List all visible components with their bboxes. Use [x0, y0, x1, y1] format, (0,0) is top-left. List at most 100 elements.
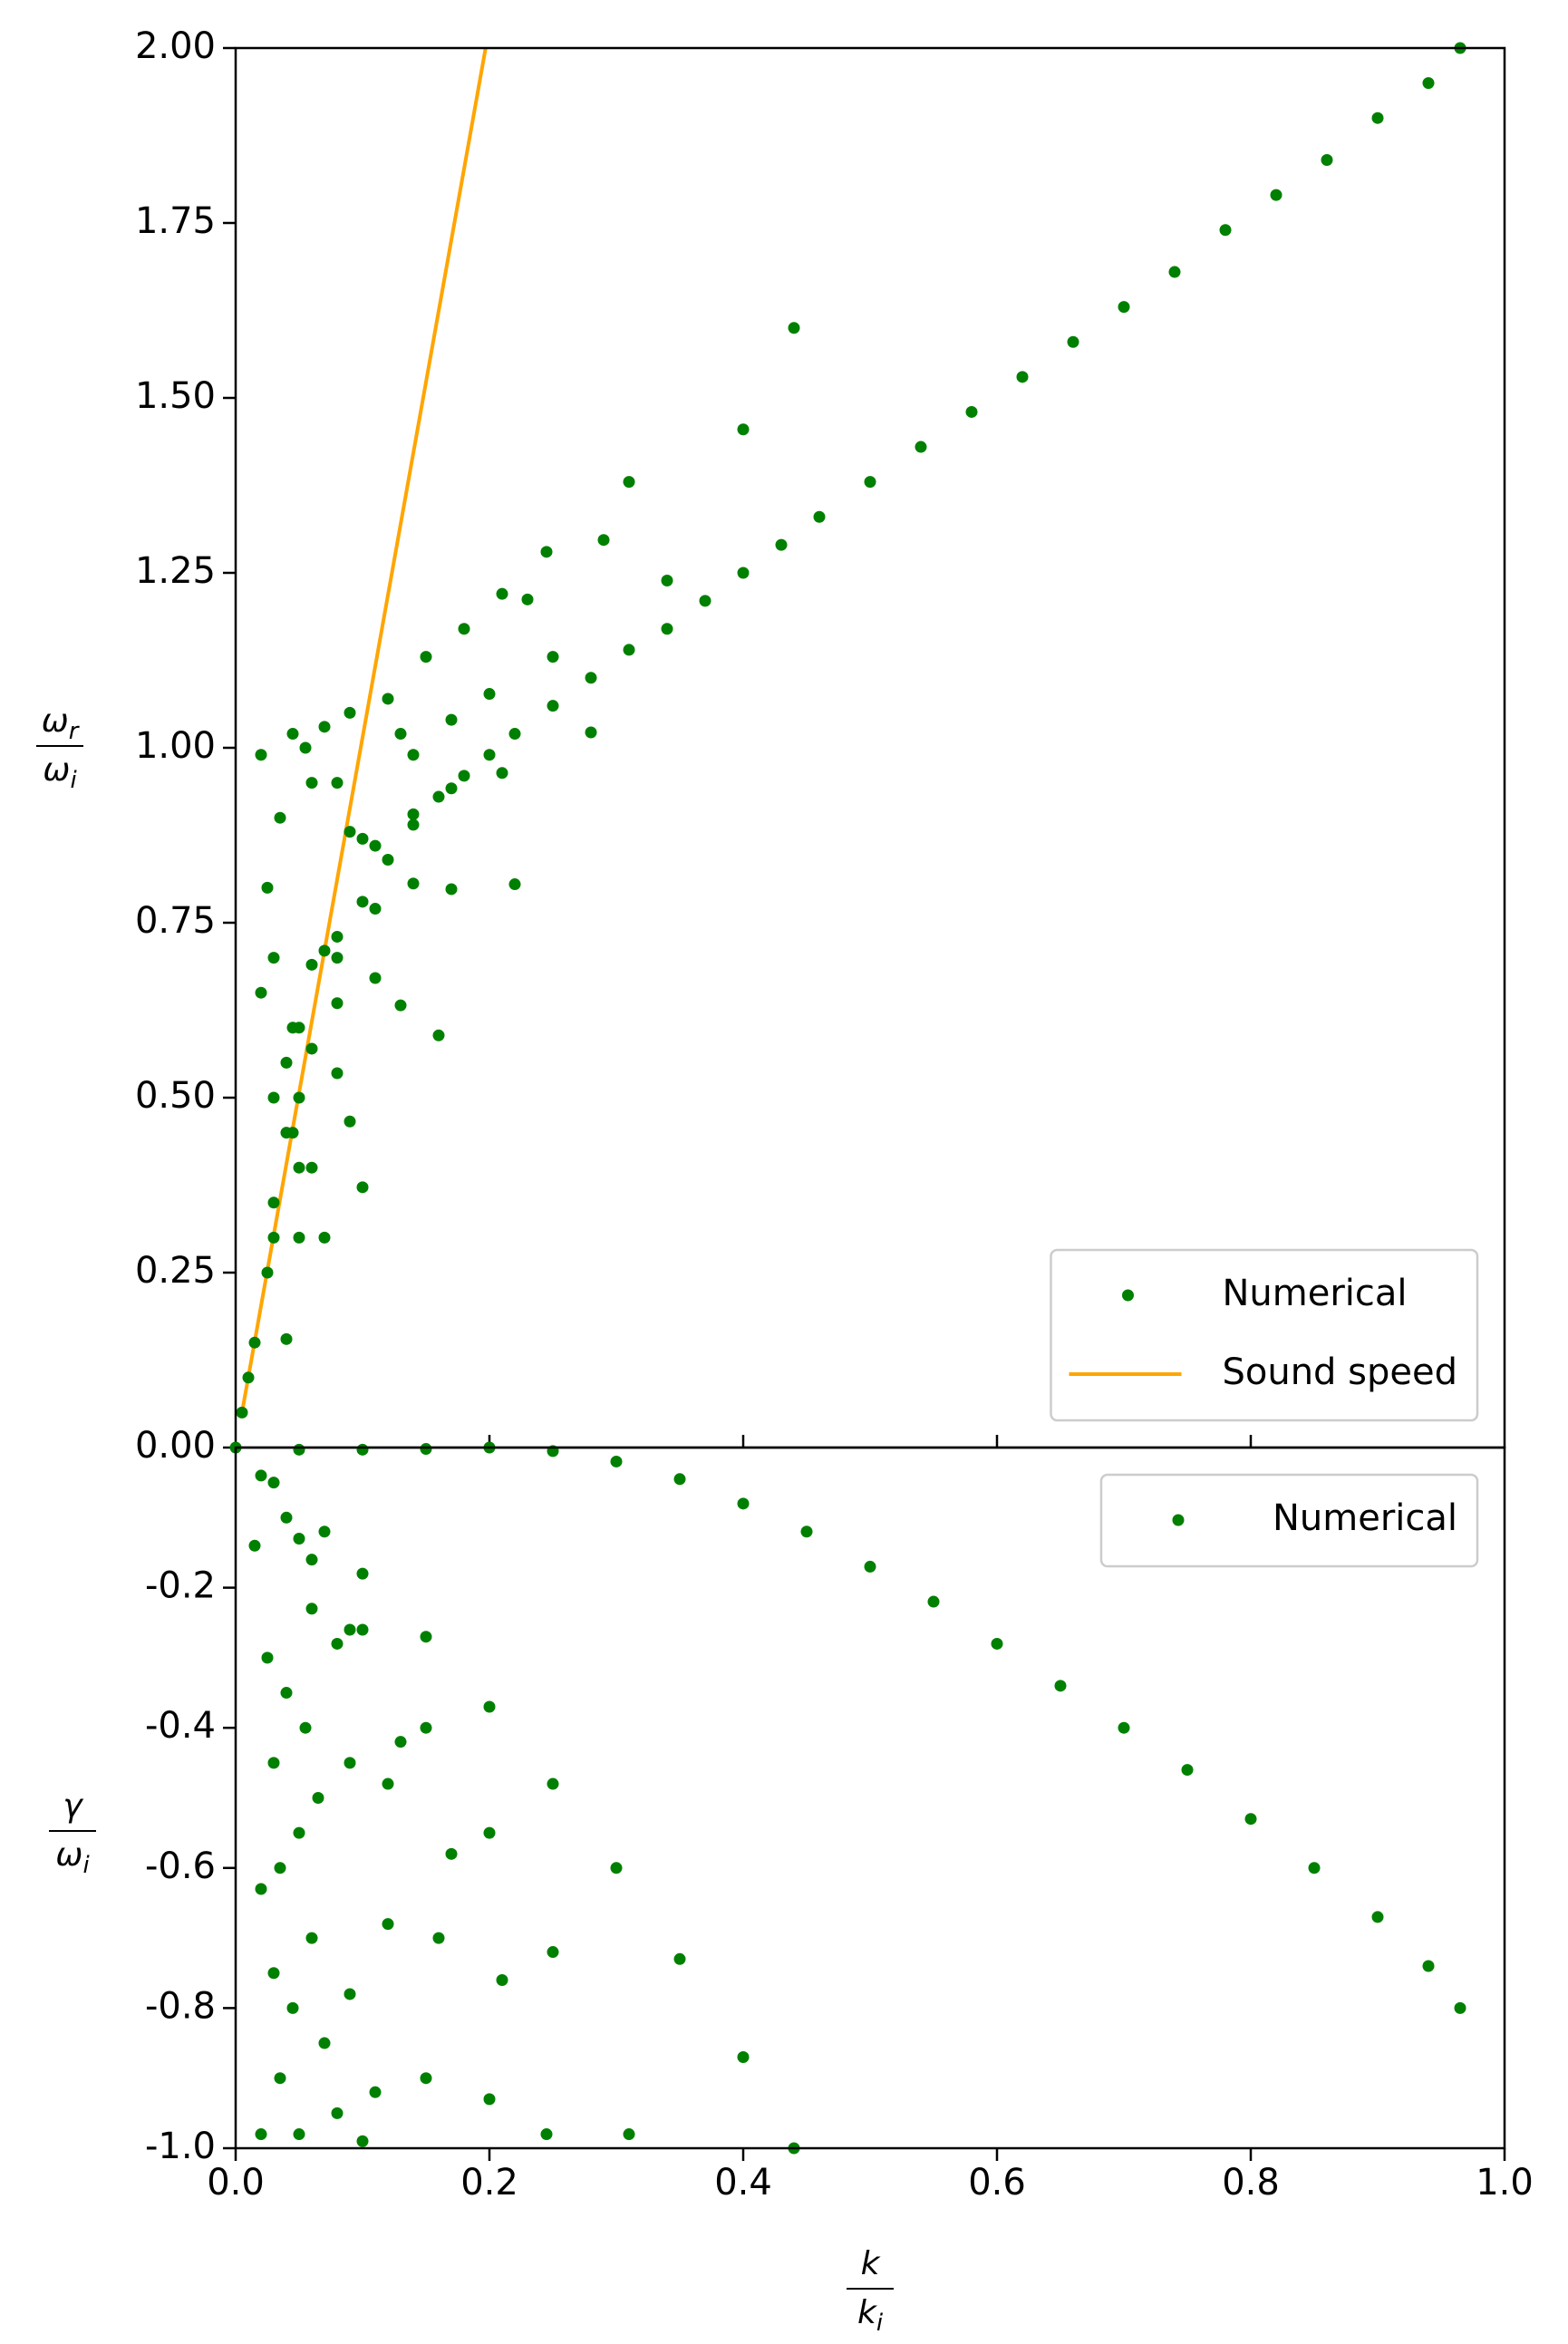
- data-point: [521, 593, 534, 605]
- subscript: r: [69, 718, 81, 745]
- y-tick-label: 0.00: [135, 1425, 216, 1467]
- data-point: [407, 818, 420, 831]
- data-point: [496, 587, 508, 600]
- data-point: [382, 1918, 394, 1931]
- data-point: [299, 1721, 312, 1734]
- data-point: [1308, 1862, 1321, 1874]
- data-point: [623, 644, 635, 656]
- data-point: [344, 706, 356, 719]
- data-point: [369, 839, 382, 852]
- label-term: ωi: [55, 1836, 90, 1879]
- data-point: [331, 997, 344, 1010]
- data-point: [305, 1042, 318, 1055]
- data-point: [483, 1700, 496, 1713]
- data-point: [864, 476, 876, 489]
- data-point: [1371, 1911, 1384, 1923]
- data-point: [318, 2037, 331, 2049]
- data-point: [318, 721, 331, 733]
- data-point: [540, 2128, 553, 2141]
- y-tick-label: -0.8: [145, 1985, 216, 2027]
- data-point: [280, 1332, 293, 1345]
- y-tick-label: 1.75: [135, 200, 216, 242]
- data-point: [267, 1231, 280, 1244]
- data-point: [610, 1455, 623, 1467]
- y-tick-label: 0.25: [135, 1250, 216, 1292]
- label-term: ωi: [43, 751, 77, 794]
- data-point: [420, 1631, 432, 1643]
- data-point: [356, 2135, 369, 2147]
- data-point: [344, 1115, 356, 1128]
- data-point: [286, 2001, 299, 2014]
- data-point: [293, 2128, 305, 2141]
- data-point: [394, 728, 407, 741]
- legend-marker: [1172, 1514, 1185, 1526]
- data-point: [382, 854, 394, 867]
- sound-speed-line: [240, 48, 488, 1413]
- data-point: [547, 651, 559, 663]
- data-point: [585, 672, 597, 684]
- data-point: [369, 903, 382, 915]
- data-point: [382, 693, 394, 705]
- data-point: [915, 441, 927, 453]
- data-point: [496, 1973, 508, 1986]
- x-tick-label: 1.0: [1476, 2162, 1534, 2204]
- data-point: [261, 1651, 274, 1664]
- data-point: [407, 877, 420, 890]
- data-point: [274, 1862, 286, 1874]
- data-point: [445, 782, 458, 795]
- data-point: [344, 1988, 356, 2000]
- x-tick-label: 0.0: [207, 2162, 265, 2204]
- data-point: [737, 567, 750, 579]
- data-point: [299, 741, 312, 754]
- data-point: [432, 790, 445, 803]
- data-point: [445, 1847, 458, 1860]
- data-point: [274, 811, 286, 824]
- data-point: [432, 1932, 445, 1944]
- data-point: [407, 808, 420, 820]
- data-point: [623, 2128, 635, 2141]
- data-point: [293, 1091, 305, 1104]
- data-point: [1270, 189, 1282, 201]
- y-axis-label: γωi: [49, 1787, 96, 1879]
- data-point: [927, 1595, 940, 1608]
- x-tick-label: 0.6: [968, 2162, 1026, 2204]
- y-tick-label: 0.50: [135, 1075, 216, 1117]
- data-point: [344, 1757, 356, 1769]
- data-point: [286, 728, 299, 741]
- data-point: [1219, 224, 1232, 237]
- label-term: ki: [857, 2294, 884, 2337]
- data-point: [286, 1022, 299, 1034]
- data-point: [267, 1967, 280, 1980]
- data-point: [318, 1231, 331, 1244]
- y-tick-label: 1.50: [135, 375, 216, 417]
- data-point: [661, 623, 673, 635]
- data-point: [1244, 1813, 1257, 1826]
- legend-marker: [1121, 1289, 1134, 1302]
- data-point: [597, 534, 610, 547]
- data-point: [293, 1443, 305, 1456]
- y-tick-label: 1.25: [135, 550, 216, 592]
- data-point: [394, 1736, 407, 1748]
- data-point: [737, 423, 750, 436]
- data-point: [508, 878, 521, 891]
- data-point: [432, 1029, 445, 1041]
- data-point: [483, 688, 496, 701]
- data-point: [267, 1477, 280, 1489]
- data-point: [305, 1161, 318, 1174]
- symbol: k: [857, 2294, 878, 2331]
- data-point: [255, 2128, 267, 2141]
- data-point: [483, 2093, 496, 2106]
- x-axis-label: kki: [847, 2245, 894, 2337]
- data-point: [458, 623, 470, 635]
- data-point: [318, 944, 331, 957]
- data-point: [255, 986, 267, 999]
- data-point: [274, 2072, 286, 2085]
- data-point: [547, 1946, 559, 1959]
- axes-frame: [234, 1446, 1506, 2150]
- data-point: [267, 1196, 280, 1209]
- data-point: [369, 972, 382, 984]
- data-point: [369, 2086, 382, 2098]
- data-point: [242, 1371, 255, 1384]
- data-point: [661, 574, 673, 586]
